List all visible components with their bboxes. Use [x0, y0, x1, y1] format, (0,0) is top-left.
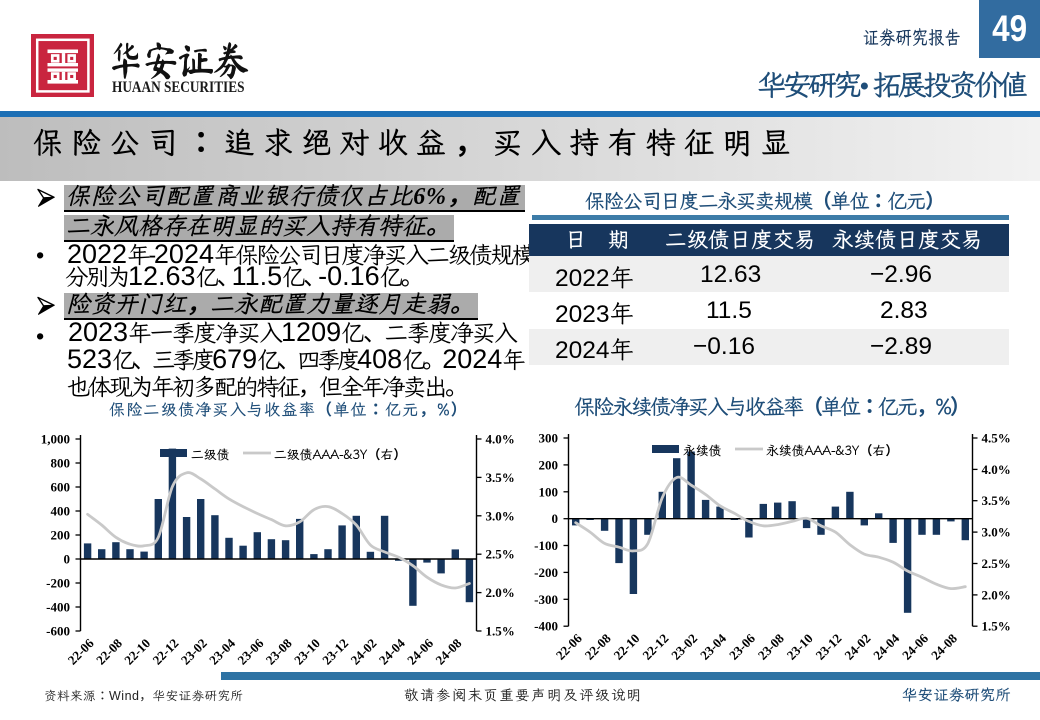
svg-text:0: 0: [64, 552, 71, 567]
svg-text:200: 200: [539, 457, 559, 472]
svg-text:3.0%: 3.0%: [982, 525, 1011, 540]
svg-text:22-12: 22-12: [639, 631, 671, 663]
svg-text:300: 300: [539, 431, 559, 446]
svg-text:二级债: 二级债: [191, 444, 230, 463]
svg-text:23-02: 23-02: [668, 631, 700, 663]
svg-text:-300: -300: [534, 592, 558, 607]
svg-text:100: 100: [539, 484, 559, 499]
svg-text:-200: -200: [46, 576, 70, 591]
svg-text:4.0%: 4.0%: [982, 462, 1011, 477]
svg-text:22-06: 22-06: [65, 635, 97, 667]
svg-text:22-08: 22-08: [582, 630, 614, 662]
svg-text:2.0%: 2.0%: [486, 585, 515, 600]
svg-text:24-08: 24-08: [432, 635, 464, 667]
svg-text:-600: -600: [46, 624, 70, 639]
svg-text:24-02: 24-02: [347, 636, 379, 668]
svg-text:24-02: 24-02: [841, 631, 873, 663]
svg-text:22-10: 22-10: [121, 636, 153, 668]
svg-text:-400: -400: [534, 619, 558, 634]
svg-text:800: 800: [51, 456, 71, 471]
svg-text:3.0%: 3.0%: [486, 508, 515, 523]
svg-text:23-02: 23-02: [178, 636, 210, 668]
svg-text:22-12: 22-12: [149, 636, 181, 668]
svg-text:22-10: 22-10: [610, 631, 642, 663]
svg-text:永续债AAA-&3Y（右）: 永续债AAA-&3Y（右）: [766, 440, 898, 459]
svg-text:1.5%: 1.5%: [486, 624, 515, 639]
svg-text:23-06: 23-06: [234, 635, 266, 667]
svg-text:3.5%: 3.5%: [486, 470, 515, 485]
svg-text:600: 600: [51, 480, 71, 495]
svg-text:23-12: 23-12: [319, 636, 351, 668]
svg-text:23-06: 23-06: [726, 630, 758, 662]
svg-text:23-10: 23-10: [291, 636, 323, 668]
svg-text:22-08: 22-08: [93, 635, 125, 667]
svg-text:22-06: 22-06: [553, 630, 585, 662]
svg-text:4.5%: 4.5%: [982, 431, 1011, 446]
svg-text:-100: -100: [534, 538, 558, 553]
svg-text:永续债: 永续债: [683, 440, 722, 459]
svg-text:400: 400: [51, 504, 71, 519]
svg-text:2.5%: 2.5%: [486, 547, 515, 562]
svg-text:0: 0: [552, 511, 559, 526]
svg-text:24-08: 24-08: [928, 630, 960, 662]
svg-text:2.5%: 2.5%: [982, 556, 1011, 571]
svg-text:24-04: 24-04: [376, 635, 408, 667]
svg-text:2.0%: 2.0%: [982, 587, 1011, 602]
svg-text:23-12: 23-12: [812, 631, 844, 663]
svg-text:23-08: 23-08: [263, 635, 295, 667]
svg-text:二级债AAA-&3Y（右）: 二级债AAA-&3Y（右）: [274, 444, 406, 463]
svg-text:23-10: 23-10: [784, 631, 816, 663]
svg-text:-200: -200: [534, 565, 558, 580]
svg-text:24-04: 24-04: [870, 630, 902, 662]
svg-text:24-06: 24-06: [404, 635, 436, 667]
svg-text:1,000: 1,000: [41, 432, 70, 447]
svg-text:3.5%: 3.5%: [982, 493, 1011, 508]
svg-text:200: 200: [51, 528, 71, 543]
svg-text:24-06: 24-06: [899, 630, 931, 662]
svg-text:23-04: 23-04: [206, 635, 238, 667]
svg-text:1.5%: 1.5%: [982, 619, 1011, 634]
svg-text:4.0%: 4.0%: [486, 432, 515, 447]
svg-text:-400: -400: [46, 600, 70, 615]
svg-text:23-08: 23-08: [755, 630, 787, 662]
svg-text:23-04: 23-04: [697, 630, 729, 662]
